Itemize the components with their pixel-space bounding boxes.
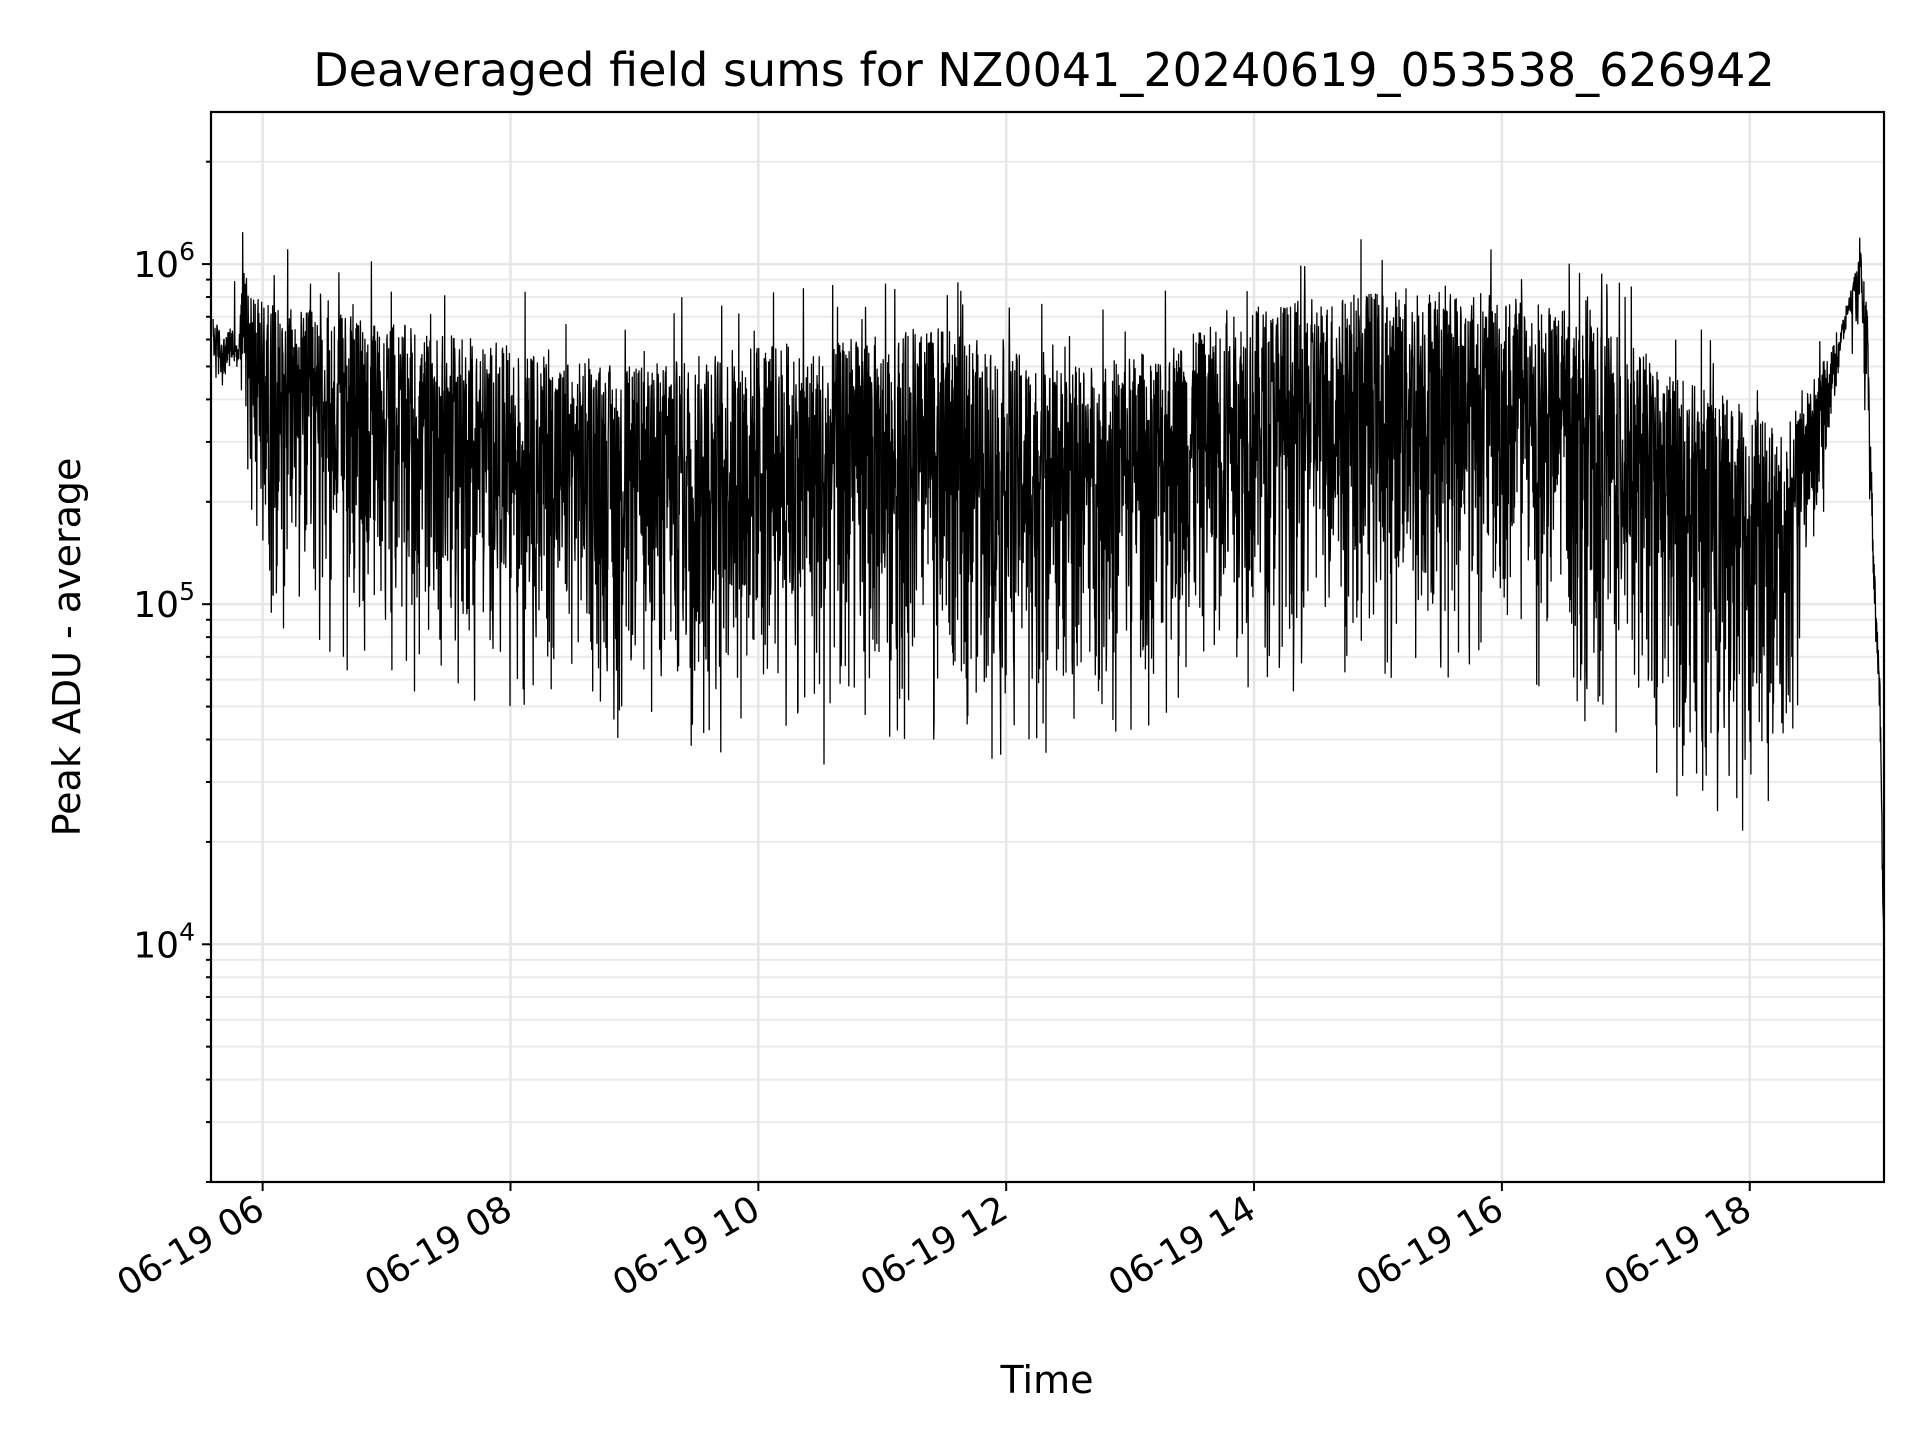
y-tick-label: 104: [133, 917, 195, 966]
plot-frame: [209, 110, 1886, 1184]
y-tick-exponent: 6: [179, 237, 195, 266]
chart-title: Deaveraged field sums for NZ0041_2024061…: [313, 43, 1774, 97]
y-tick-label: 105: [133, 577, 195, 626]
y-tick-base: 10: [133, 245, 179, 286]
y-tick-base: 10: [133, 585, 179, 626]
series-line: [212, 232, 1884, 999]
x-axis-label: Time: [1000, 1358, 1094, 1402]
y-tick-base: 10: [133, 925, 179, 966]
y-tick-label: 106: [133, 237, 195, 286]
series-layer: [212, 232, 1884, 999]
y-tick-exponent: 4: [179, 917, 195, 946]
y-axis-label: Peak ADU - average: [45, 458, 89, 837]
y-tick-exponent: 5: [179, 577, 195, 606]
